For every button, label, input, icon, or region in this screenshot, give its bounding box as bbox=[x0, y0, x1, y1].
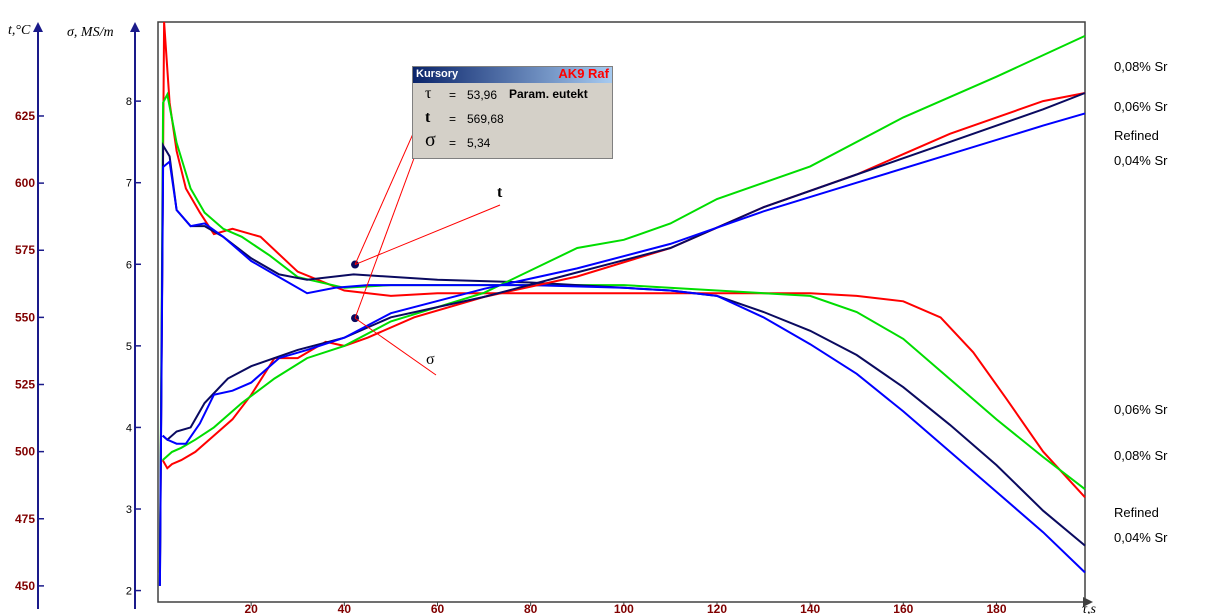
x-tick-label: 180 bbox=[986, 602, 1006, 614]
sigma-tick-label: 3 bbox=[126, 504, 132, 516]
plot-frame bbox=[157, 21, 1086, 603]
cursor-leader-sigma-box bbox=[354, 141, 421, 319]
t-axis-arrow bbox=[33, 22, 43, 32]
curve-label-lower: Refined bbox=[1114, 505, 1159, 520]
cursor-title: Kursory bbox=[416, 68, 459, 80]
x-tick-label: 100 bbox=[614, 602, 634, 614]
cursor-titlebar[interactable]: Kursory AK9 Raf bbox=[413, 66, 612, 83]
curve-label-upper: 0,04% Sr bbox=[1114, 153, 1168, 168]
series-conductivity-navy bbox=[162, 92, 1086, 442]
t-symbol: t bbox=[425, 109, 431, 126]
x-tick-label: 140 bbox=[800, 602, 820, 614]
t-tick-label: 575 bbox=[15, 243, 35, 257]
annotations-group: tσ bbox=[351, 117, 503, 376]
curve-label-upper: 0,06% Sr bbox=[1114, 99, 1168, 114]
x-tick-label: 160 bbox=[893, 602, 913, 614]
series-temperature-red bbox=[158, 21, 1086, 573]
sigma-tick-label: 7 bbox=[126, 178, 132, 190]
sigma-axis-title: σ, MS/m bbox=[67, 25, 114, 40]
sigma-curve-label: σ bbox=[426, 351, 435, 368]
t-value: 569,68 bbox=[467, 112, 504, 126]
cursor-panel[interactable]: Kursory AK9 Raf Param. eutekt τ = 53,96 … bbox=[412, 66, 613, 159]
curve-label-upper: 0,08% Sr bbox=[1114, 59, 1168, 74]
t-tick-label: 550 bbox=[15, 310, 35, 324]
equals-sign: = bbox=[449, 88, 457, 102]
x-tick-label: 40 bbox=[338, 602, 352, 614]
sigma-tick-label: 4 bbox=[126, 422, 132, 434]
curves-group bbox=[158, 21, 1086, 586]
x-axis-arrow bbox=[1083, 597, 1093, 607]
t-tick-label: 450 bbox=[15, 579, 35, 593]
curve-label-lower: 0,08% Sr bbox=[1114, 448, 1168, 463]
series-conductivity-red bbox=[161, 92, 1086, 470]
curve-label-upper: Refined bbox=[1114, 128, 1159, 143]
x-tick-label: 120 bbox=[707, 602, 727, 614]
axes-group: 450 475 500 525 550 575 600 625 t,°C 2 3 4 5 6 7 8 σ, MS… bbox=[8, 22, 1097, 614]
plot-border bbox=[157, 21, 1086, 603]
t-tick-label: 525 bbox=[15, 378, 35, 392]
x-tick-label: 20 bbox=[244, 602, 258, 614]
x-tick-label: 80 bbox=[524, 602, 538, 614]
x-axis-title: τ,s bbox=[1082, 602, 1097, 614]
sigma-tick-label: 5 bbox=[126, 341, 132, 353]
t-tick-label: 600 bbox=[15, 176, 35, 190]
sigma-tick-label: 6 bbox=[126, 259, 132, 271]
t-axis-title: t,°C bbox=[8, 23, 31, 38]
series-conductivity-green bbox=[162, 34, 1086, 461]
equals-sign: = bbox=[449, 136, 457, 150]
sigma-symbol: σ bbox=[425, 129, 436, 151]
tau-symbol: τ bbox=[425, 85, 432, 102]
cursor-param-label: Param. eutekt bbox=[509, 87, 588, 101]
t-tick-label: 500 bbox=[15, 445, 35, 459]
t-curve-label: t bbox=[497, 184, 503, 201]
equals-sign: = bbox=[449, 112, 457, 126]
cursor-leader-t bbox=[354, 117, 421, 265]
sigma-leader bbox=[354, 317, 437, 376]
curve-label-lower: 0,04% Sr bbox=[1114, 530, 1168, 545]
curve-labels-group: 0,08% Sr 0,06% Sr Refined 0,04% Sr 0,06% Sr 0… bbox=[1114, 59, 1168, 545]
t-tick-label: 625 bbox=[15, 109, 35, 123]
sigma-tick-label: 8 bbox=[126, 96, 132, 108]
t-leader bbox=[354, 204, 501, 265]
x-tick-label: 60 bbox=[431, 602, 445, 614]
cursor-sample-name: AK9 Raf bbox=[558, 66, 609, 81]
series-conductivity-blue bbox=[162, 112, 1086, 445]
sigma-axis-arrow bbox=[130, 22, 140, 32]
series-temperature-navy bbox=[158, 141, 1086, 586]
curve-label-lower: 0,06% Sr bbox=[1114, 402, 1168, 417]
tau-value: 53,96 bbox=[467, 88, 498, 102]
sigma-value: 5,34 bbox=[467, 136, 491, 150]
t-tick-label: 475 bbox=[15, 512, 35, 526]
series-temperature-blue bbox=[158, 159, 1086, 586]
sigma-tick-label: 2 bbox=[126, 586, 132, 598]
series-temperature-green bbox=[158, 91, 1086, 573]
